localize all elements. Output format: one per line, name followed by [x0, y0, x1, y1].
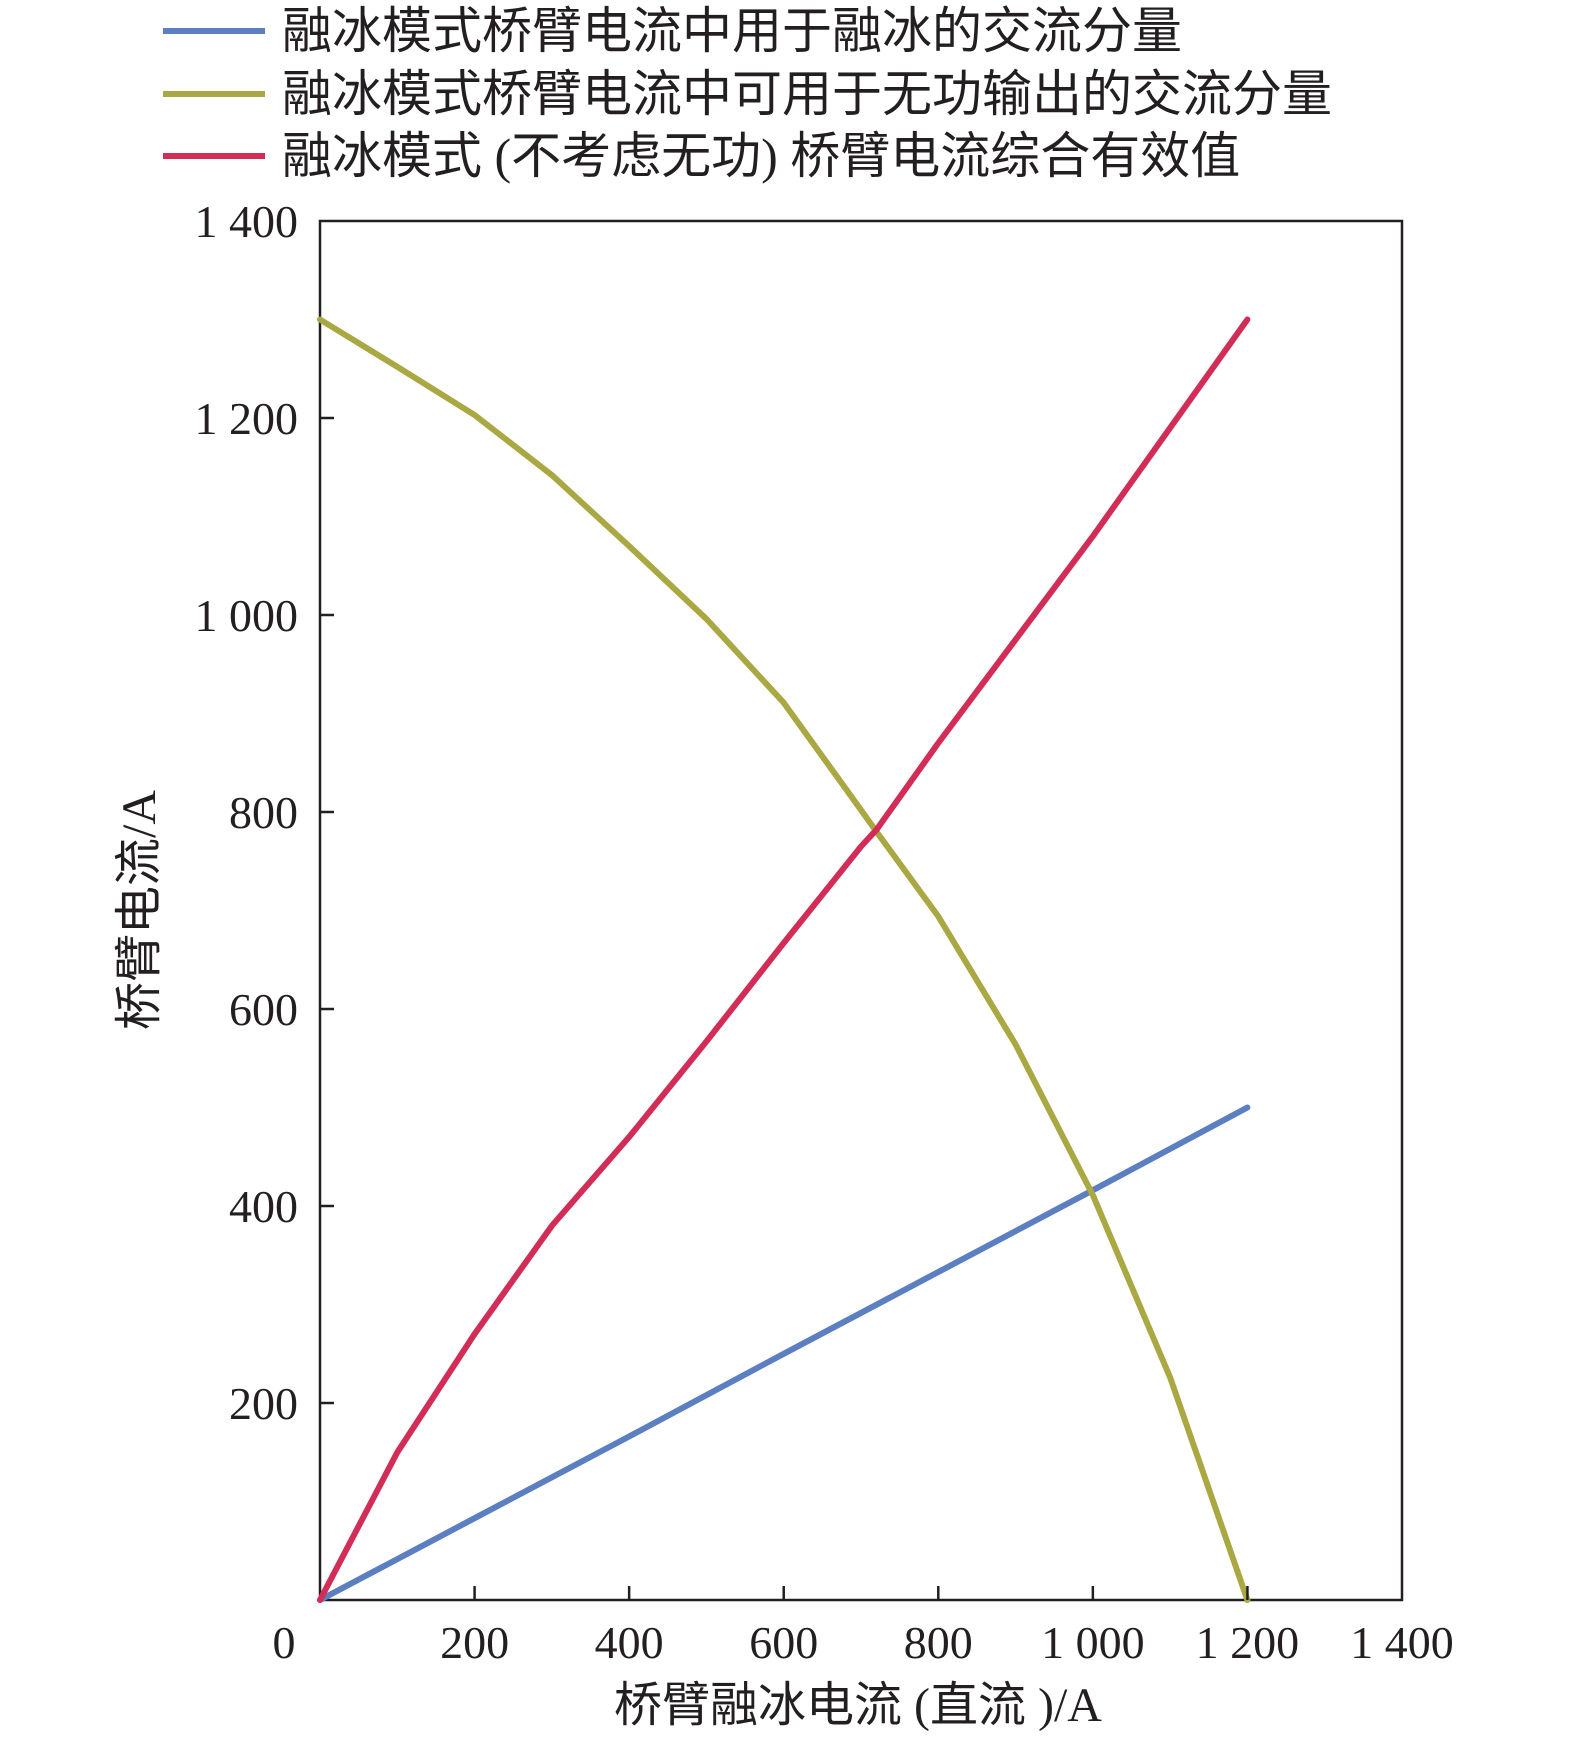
legend-entry-label: 融冰模式桥臂电流中可用于无功输出的交流分量 [282, 66, 1332, 122]
y-tick-label: 1 400 [195, 196, 299, 247]
legend-entry-label: 融冰模式 (不考虑无功) 桥臂电流综合有效值 [282, 128, 1240, 184]
x-tick-label: 1 000 [1041, 1617, 1145, 1668]
x-tick-label: 200 [440, 1617, 509, 1668]
y-tick-label: 200 [229, 1378, 298, 1429]
x-tick-label: 1 400 [1350, 1617, 1454, 1668]
legend-entry-label: 融冰模式桥臂电流中用于融冰的交流分量 [282, 3, 1182, 59]
ticks-layer: 0 200 400 600 800 1 000 1 200 1 400 200 400 600 800… [195, 196, 1454, 1668]
y-tick-label: 600 [229, 984, 298, 1035]
x-tick-label: 600 [749, 1617, 818, 1668]
y-tick-label: 800 [229, 787, 298, 838]
series-layer [317, 316, 1251, 1603]
y-tick-label: 1 000 [195, 590, 299, 641]
legend: 融冰模式桥臂电流中用于融冰的交流分量融冰模式桥臂电流中可用于无功输出的交流分量融… [163, 3, 1332, 184]
x-tick-label: 0 [273, 1617, 296, 1668]
x-tick-label: 1 200 [1196, 1617, 1300, 1668]
x-tick-label: 800 [904, 1617, 973, 1668]
x-axis-label: 桥臂融冰电流 (直流 )/A [614, 1679, 1102, 1732]
plot-area-frame [318, 219, 1404, 1602]
series-line-2 [317, 316, 1251, 1603]
x-tick-label: 400 [595, 1617, 664, 1668]
y-tick-label: 400 [229, 1181, 298, 1232]
y-axis-label: 桥臂电流/A [113, 790, 166, 1030]
series-line-3 [317, 316, 1251, 1603]
y-tick-label: 1 200 [195, 393, 299, 444]
